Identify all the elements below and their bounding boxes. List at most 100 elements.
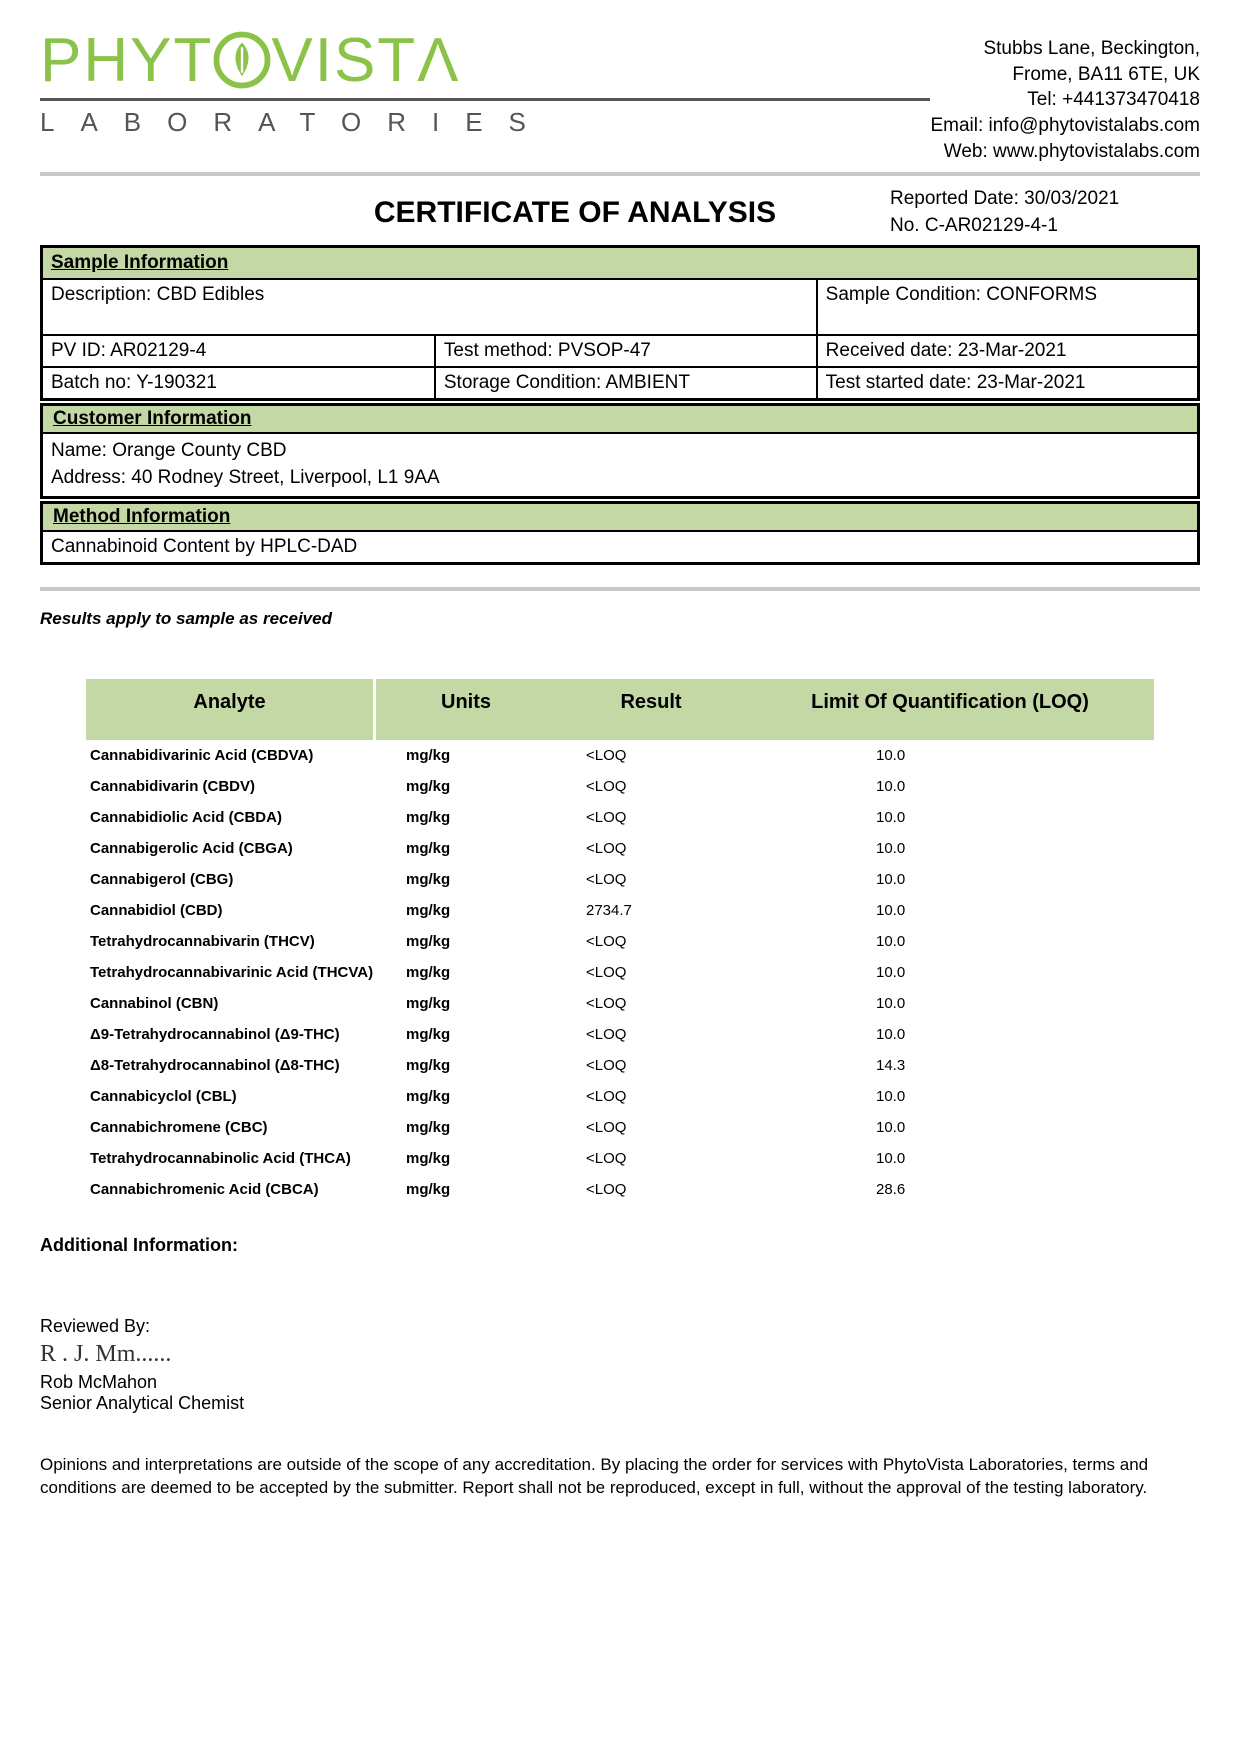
- customer-name: Name: Orange County CBD: [51, 438, 1189, 465]
- certificate-page: PHYTVISTΛ LABORATORIES Stubbs Lane, Beck…: [0, 0, 1240, 1539]
- report-meta: Reported Date: 30/03/2021 No. C-AR02129-…: [890, 186, 1200, 239]
- col-loq-head: Limit Of Quantification (LOQ): [746, 679, 1154, 740]
- cell-result: <LOQ: [556, 964, 746, 981]
- cell-units: mg/kg: [376, 964, 556, 981]
- logo-block: PHYTVISTΛ LABORATORIES: [40, 30, 930, 138]
- cell-units: mg/kg: [376, 840, 556, 857]
- customer-address: Address: 40 Rodney Street, Liverpool, L1…: [51, 465, 1189, 492]
- table-row: Cannabidiol (CBD)mg/kg2734.710.0: [86, 895, 1154, 926]
- cell-result: <LOQ: [556, 1057, 746, 1074]
- contact-tel: Tel: +441373470418: [930, 87, 1200, 113]
- cell-result: <LOQ: [556, 933, 746, 950]
- sample-description: Description: CBD Edibles: [42, 279, 817, 335]
- contact-web: Web: www.phytovistalabs.com: [930, 139, 1200, 165]
- cell-result: <LOQ: [556, 1026, 746, 1043]
- batch-no: Batch no: Y-190321: [42, 367, 435, 400]
- cell-loq: 10.0: [746, 1026, 1154, 1043]
- results-note: Results apply to sample as received: [40, 609, 1200, 629]
- cell-result: <LOQ: [556, 1181, 746, 1198]
- table-row: Tetrahydrocannabivarin (THCV)mg/kg<LOQ10…: [86, 926, 1154, 957]
- results-header-row: Analyte Units Result Limit Of Quantifica…: [86, 679, 1154, 740]
- method-section-head: Method Information: [43, 504, 1197, 532]
- cell-loq: 14.3: [746, 1057, 1154, 1074]
- cell-units: mg/kg: [376, 1057, 556, 1074]
- cell-loq: 10.0: [746, 964, 1154, 981]
- table-row: Cannabigerol (CBG)mg/kg<LOQ10.0: [86, 864, 1154, 895]
- signature-scribble: R . J. Mm......: [40, 1341, 1200, 1368]
- cell-loq: 10.0: [746, 1119, 1154, 1136]
- title-row: CERTIFICATE OF ANALYSIS Reported Date: 3…: [40, 186, 1200, 239]
- reviewed-by-label: Reviewed By:: [40, 1316, 1200, 1337]
- leaf-o-icon: [213, 31, 271, 89]
- cell-loq: 10.0: [746, 933, 1154, 950]
- cell-loq: 10.0: [746, 995, 1154, 1012]
- table-row: Cannabigerolic Acid (CBGA)mg/kg<LOQ10.0: [86, 833, 1154, 864]
- additional-info-label: Additional Information:: [40, 1235, 1200, 1256]
- cell-units: mg/kg: [376, 809, 556, 826]
- reviewer-title: Senior Analytical Chemist: [40, 1393, 1200, 1414]
- customer-section-head: Customer Information: [43, 406, 1197, 434]
- cell-units: mg/kg: [376, 1181, 556, 1198]
- cell-analyte: Cannabichromene (CBC): [86, 1119, 376, 1136]
- sample-info-table: Sample Information Description: CBD Edib…: [40, 245, 1200, 401]
- logo-sub: LABORATORIES: [40, 98, 930, 138]
- cell-units: mg/kg: [376, 1150, 556, 1167]
- cell-units: mg/kg: [376, 1088, 556, 1105]
- contact-email: Email: info@phytovistalabs.com: [930, 113, 1200, 139]
- cell-result: <LOQ: [556, 995, 746, 1012]
- cell-analyte: Cannabinol (CBN): [86, 995, 376, 1012]
- cell-result: <LOQ: [556, 778, 746, 795]
- results-body: Cannabidivarinic Acid (CBDVA)mg/kg<LOQ10…: [86, 740, 1154, 1205]
- report-no: No. C-AR02129-4-1: [890, 213, 1200, 240]
- cell-units: mg/kg: [376, 778, 556, 795]
- cell-analyte: Cannabigerolic Acid (CBGA): [86, 840, 376, 857]
- cell-result: <LOQ: [556, 1150, 746, 1167]
- table-row: Cannabidivarin (CBDV)mg/kg<LOQ10.0: [86, 771, 1154, 802]
- cell-analyte: Cannabigerol (CBG): [86, 871, 376, 888]
- cell-loq: 28.6: [746, 1181, 1154, 1198]
- cell-loq: 10.0: [746, 1150, 1154, 1167]
- cell-units: mg/kg: [376, 995, 556, 1012]
- cell-loq: 10.0: [746, 902, 1154, 919]
- table-row: Tetrahydrocannabinolic Acid (THCA)mg/kg<…: [86, 1143, 1154, 1174]
- method-text: Cannabinoid Content by HPLC-DAD: [43, 532, 1197, 562]
- cell-analyte: Tetrahydrocannabinolic Acid (THCA): [86, 1150, 376, 1167]
- reported-date: Reported Date: 30/03/2021: [890, 186, 1200, 213]
- cell-units: mg/kg: [376, 933, 556, 950]
- reviewer-name: Rob McMahon: [40, 1372, 1200, 1393]
- cell-result: <LOQ: [556, 840, 746, 857]
- cell-loq: 10.0: [746, 778, 1154, 795]
- cell-units: mg/kg: [376, 871, 556, 888]
- cell-units: mg/kg: [376, 747, 556, 764]
- table-row: Tetrahydrocannabivarinic Acid (THCVA)mg/…: [86, 957, 1154, 988]
- cell-units: mg/kg: [376, 902, 556, 919]
- customer-block: Customer Information Name: Orange County…: [40, 403, 1200, 498]
- page-title: CERTIFICATE OF ANALYSIS: [260, 196, 890, 230]
- cell-analyte: Cannabicyclol (CBL): [86, 1088, 376, 1105]
- contact-addr1: Stubbs Lane, Beckington,: [930, 36, 1200, 62]
- table-row: Cannabichromene (CBC)mg/kg<LOQ10.0: [86, 1112, 1154, 1143]
- cell-analyte: Cannabidivarinic Acid (CBDVA): [86, 747, 376, 764]
- cell-analyte: Tetrahydrocannabivarinic Acid (THCVA): [86, 964, 376, 981]
- cell-loq: 10.0: [746, 840, 1154, 857]
- cell-loq: 10.0: [746, 809, 1154, 826]
- cell-analyte: Cannabidiolic Acid (CBDA): [86, 809, 376, 826]
- table-row: Cannabicyclol (CBL)mg/kg<LOQ10.0: [86, 1081, 1154, 1112]
- cell-analyte: Cannabidiol (CBD): [86, 902, 376, 919]
- table-row: Cannabichromenic Acid (CBCA)mg/kg<LOQ28.…: [86, 1174, 1154, 1205]
- table-row: Cannabinol (CBN)mg/kg<LOQ10.0: [86, 988, 1154, 1019]
- table-row: Δ9-Tetrahydrocannabinol (Δ9-THC)mg/kg<LO…: [86, 1019, 1154, 1050]
- cell-analyte: Δ8-Tetrahydrocannabinol (Δ8-THC): [86, 1057, 376, 1074]
- cell-result: <LOQ: [556, 1119, 746, 1136]
- table-row: Cannabidiolic Acid (CBDA)mg/kg<LOQ10.0: [86, 802, 1154, 833]
- cell-result: 2734.7: [556, 902, 746, 919]
- pv-id: PV ID: AR02129-4: [42, 335, 435, 367]
- test-method: Test method: PVSOP-47: [435, 335, 817, 367]
- col-analyte-head: Analyte: [86, 679, 376, 740]
- contact-addr2: Frome, BA11 6TE, UK: [930, 62, 1200, 88]
- table-row: Δ8-Tetrahydrocannabinol (Δ8-THC)mg/kg<LO…: [86, 1050, 1154, 1081]
- cell-result: <LOQ: [556, 809, 746, 826]
- sample-condition: Sample Condition: CONFORMS: [817, 279, 1199, 335]
- divider: [40, 587, 1200, 591]
- logo-main: PHYTVISTΛ: [40, 30, 930, 92]
